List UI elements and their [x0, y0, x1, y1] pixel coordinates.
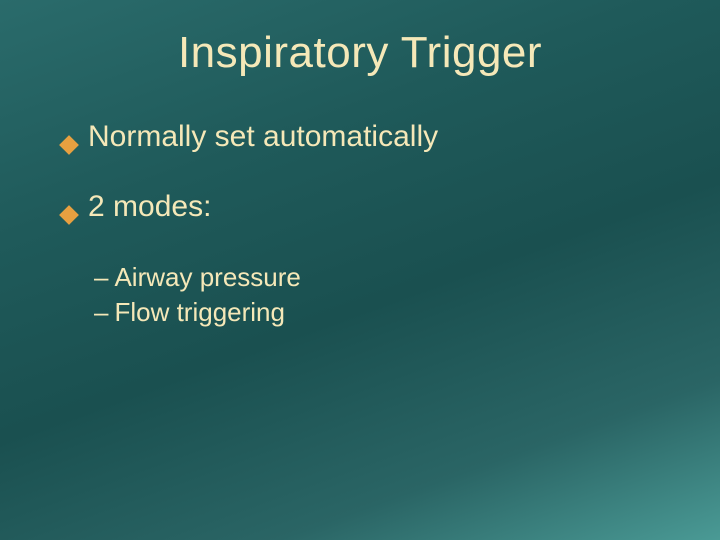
bullet-level1: Normally set automatically [62, 120, 680, 154]
slide-title: Inspiratory Trigger [0, 28, 720, 78]
bullet-level2: –Flow triggering [94, 295, 680, 330]
diamond-bullet-icon [59, 205, 79, 225]
slide: Inspiratory Trigger Normally set automat… [0, 0, 720, 540]
bullet-level1: 2 modes: [62, 190, 680, 224]
bullet-text: Normally set automatically [88, 120, 438, 154]
bullet-text: 2 modes: [88, 190, 211, 224]
dash-bullet-icon: – [94, 297, 108, 327]
sublist: –Airway pressure –Flow triggering [94, 260, 680, 330]
dash-bullet-icon: – [94, 262, 108, 292]
bullet-text: Flow triggering [114, 297, 285, 327]
bullet-text: Airway pressure [114, 262, 300, 292]
bullet-level2: –Airway pressure [94, 260, 680, 295]
diamond-bullet-icon [59, 135, 79, 155]
slide-content: Normally set automatically 2 modes: –Air… [62, 120, 680, 330]
